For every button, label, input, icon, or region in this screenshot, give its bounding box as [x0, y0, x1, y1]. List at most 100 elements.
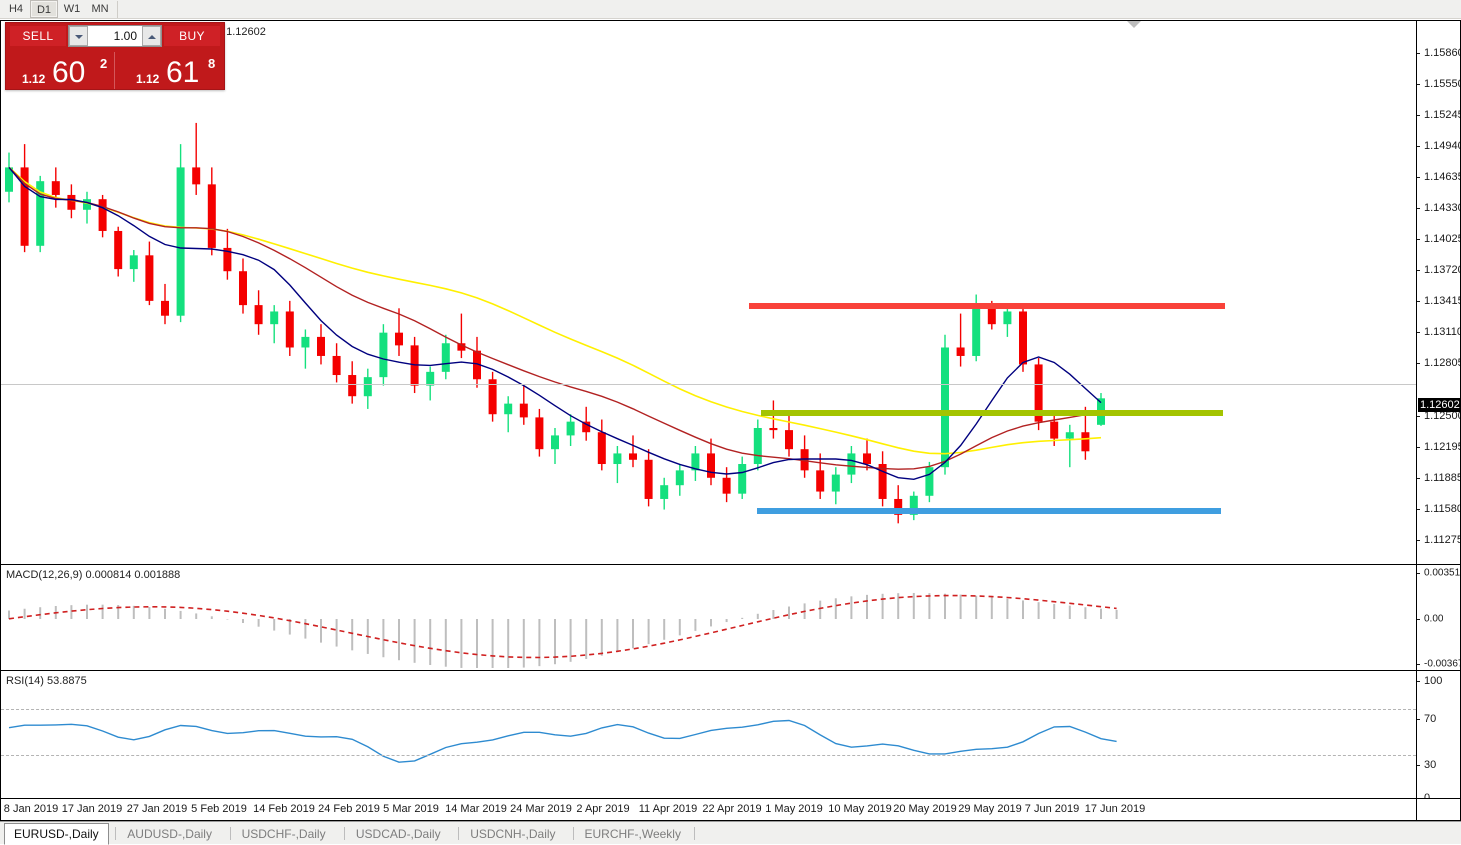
tab-separator: [693, 827, 695, 840]
date-axis-label: 17 Jan 2019: [61, 803, 123, 815]
macd-axis-tick: [1417, 619, 1420, 620]
rsi-header: RSI(14) 53.8875: [6, 675, 87, 687]
one-click-trading-panel[interactable]: SELL 1.00 BUY 1.12 60 2 1.12 61 8: [5, 22, 225, 90]
current-price-tag: 1.12602: [1418, 398, 1460, 412]
price-axis-tick: [1417, 146, 1420, 147]
rsi-plot-area[interactable]: [1, 671, 1416, 798]
price-axis-label: 1.15860: [1424, 47, 1460, 59]
buy-price-prefix: 1.12: [136, 72, 160, 86]
rsi-overbought-line: [1, 709, 1416, 710]
rsi-axis-tick: [1417, 765, 1420, 766]
price-plot-area[interactable]: [1, 21, 1416, 564]
chart-window[interactable]: EURUSD-,Daily 1.12349 1.12653 1.12345 1.…: [0, 20, 1461, 821]
sell-button[interactable]: SELL: [10, 26, 66, 46]
chevron-up-icon: [148, 35, 156, 39]
date-axis[interactable]: 8 Jan 2019 17 Jan 2019 27 Jan 2019 5 Feb 20…: [1, 799, 1460, 820]
date-axis-label: 22 Apr 2019: [702, 803, 762, 815]
rsi-axis-tick: [1417, 681, 1420, 682]
tab-separator: [229, 827, 231, 840]
resistance-line[interactable]: [749, 303, 1225, 309]
chart-tab-usdcnh[interactable]: USDCNH-,Daily: [470, 827, 556, 841]
price-axis-tick: [1417, 115, 1420, 116]
rsi-pane[interactable]: RSI(14) 53.8875 100 70 30 0: [1, 671, 1460, 799]
price-axis-tick: [1417, 416, 1420, 417]
date-axis-label: 20 May 2019: [893, 803, 957, 815]
date-axis-label: 2 Apr 2019: [576, 803, 630, 815]
chart-tab-usdcad[interactable]: USDCAD-,Daily: [355, 827, 441, 841]
macd-axis[interactable]: 0.003518 0.00 -0.00367: [1416, 565, 1460, 670]
date-axis-label: 7 Jun 2019: [1024, 803, 1080, 815]
timeframe-button-h4[interactable]: H4: [8, 3, 24, 15]
volume-increment-button[interactable]: [142, 26, 161, 46]
mid-level-line[interactable]: [761, 410, 1223, 416]
date-axis-label: 1 May 2019: [765, 803, 823, 815]
chart-tab-eurchf[interactable]: EURCHF-,Weekly: [584, 827, 681, 841]
macd-header: MACD(12,26,9) 0.000814 0.001888: [6, 569, 181, 581]
buy-button[interactable]: BUY: [164, 26, 220, 46]
macd-axis-label: 0.00: [1424, 613, 1444, 625]
date-axis-label: 17 Jun 2019: [1084, 803, 1146, 815]
price-axis-label: 1.11580: [1424, 503, 1460, 515]
candlestick-series: [5, 122, 1105, 524]
price-axis-label: 1.12805: [1424, 357, 1460, 369]
price-axis-label: 1.13415: [1424, 295, 1460, 307]
support-line[interactable]: [757, 508, 1221, 514]
volume-decrement-button[interactable]: [69, 26, 88, 46]
sell-price-prefix: 1.12: [22, 72, 46, 86]
macd-series: [8, 592, 1118, 668]
date-axis-label: 8 Jan 2019: [3, 803, 59, 815]
price-axis-label: 1.15245: [1424, 109, 1460, 121]
price-axis-tick: [1417, 332, 1420, 333]
price-axis[interactable]: 1.15860 1.15550 1.15245 1.14940 1.14635 1.143…: [1416, 21, 1460, 564]
price-axis-tick: [1417, 177, 1420, 178]
date-axis-label: 5 Feb 2019: [191, 803, 247, 815]
date-axis-label: 10 May 2019: [828, 803, 892, 815]
sell-price-fraction: 2: [100, 56, 108, 71]
macd-plot-area[interactable]: [1, 565, 1416, 670]
timeframe-button-w1[interactable]: W1: [63, 3, 81, 15]
chart-tab-audusd[interactable]: AUDUSD-,Daily: [127, 827, 212, 841]
macd-axis-tick: [1417, 573, 1420, 574]
rsi-axis[interactable]: 100 70 30 0: [1416, 671, 1460, 798]
price-pane[interactable]: EURUSD-,Daily 1.12349 1.12653 1.12345 1.…: [1, 21, 1460, 565]
macd-axis-tick: [1417, 664, 1420, 665]
price-axis-label: 1.11885: [1424, 472, 1460, 484]
price-axis-tick: [1417, 478, 1420, 479]
price-axis-label: 1.14635: [1424, 171, 1460, 183]
date-axis-label: 24 Mar 2019: [510, 803, 572, 815]
current-price-gridline: [1, 384, 1416, 385]
timeframe-toolbar: H4 D1 W1 MN: [0, 0, 1461, 19]
chart-tab-usdchf[interactable]: USDCHF-,Daily: [241, 827, 326, 841]
chevron-down-icon: [75, 35, 83, 39]
volume-input[interactable]: 1.00: [68, 25, 162, 47]
rsi-series: [8, 719, 1117, 763]
tab-separator: [115, 827, 117, 840]
tab-separator: [343, 827, 345, 840]
timeframe-button-mn[interactable]: MN: [91, 3, 109, 15]
date-axis-corner: [1416, 799, 1460, 820]
rsi-axis-label: 30: [1424, 759, 1437, 771]
price-axis-tick: [1417, 208, 1420, 209]
chart-tab-eurusd[interactable]: EURUSD-,Daily: [4, 823, 109, 845]
rsi-axis-label: 100: [1424, 675, 1443, 687]
macd-pane[interactable]: MACD(12,26,9) 0.000814 0.001888 0.003518…: [1, 565, 1460, 671]
date-axis-label: 27 Jan 2019: [126, 803, 188, 815]
date-axis-label: 29 May 2019: [958, 803, 1022, 815]
sell-price-main: 60: [52, 56, 86, 89]
date-axis-label: 11 Apr 2019: [638, 803, 698, 815]
price-axis-label: 1.11275: [1424, 534, 1460, 546]
chart-scroll-marker-icon[interactable]: [1127, 21, 1141, 28]
volume-value: 1.00: [113, 29, 137, 43]
price-axis-tick: [1417, 301, 1420, 302]
sell-price-display[interactable]: 1.12 60 2: [8, 52, 115, 89]
price-axis-label: 1.15550: [1424, 78, 1460, 90]
price-axis-tick: [1417, 447, 1420, 448]
buy-price-main: 61: [166, 56, 200, 89]
timeframe-button-d1[interactable]: D1: [30, 0, 58, 18]
buy-price-display[interactable]: 1.12 61 8: [118, 52, 224, 89]
price-axis-tick: [1417, 270, 1420, 271]
price-axis-label: 1.13110: [1424, 326, 1460, 338]
date-axis-label: 14 Feb 2019: [253, 803, 315, 815]
price-axis-tick: [1417, 363, 1420, 364]
tab-separator: [572, 827, 574, 840]
